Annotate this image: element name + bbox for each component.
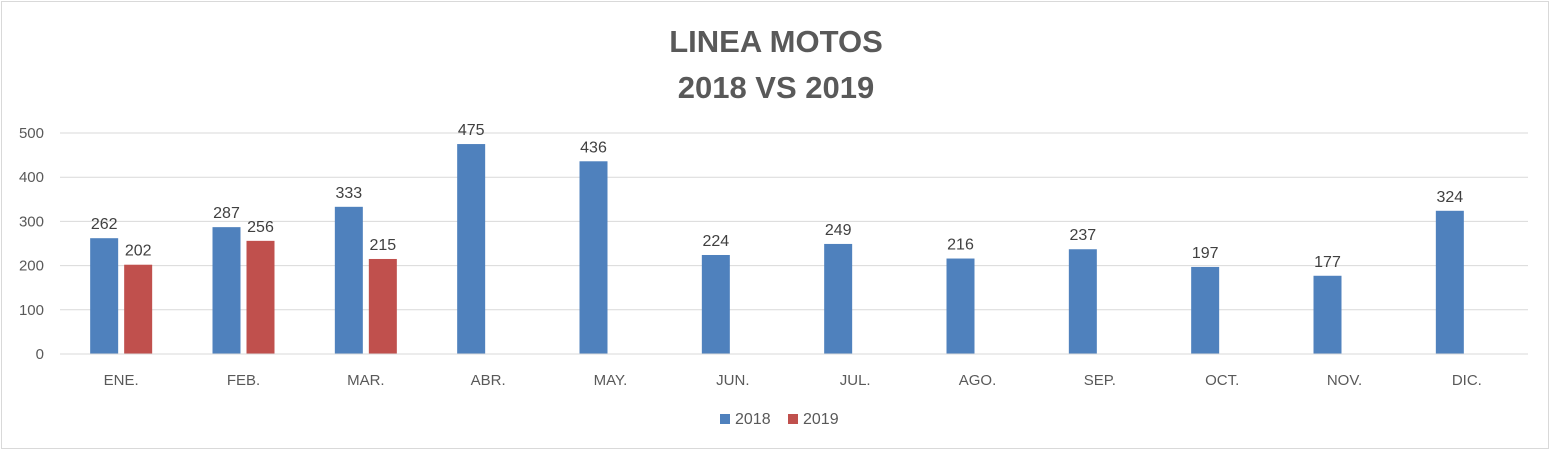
- x-tick-label: MAR.: [347, 372, 385, 389]
- x-tick-label: OCT.: [1205, 372, 1239, 389]
- bar-2018: [1068, 249, 1097, 354]
- bar-2019: [246, 240, 275, 354]
- x-tick-label: NOV.: [1327, 372, 1362, 389]
- data-label: 177: [1314, 254, 1341, 271]
- bar-2019: [368, 258, 397, 354]
- bar-2018: [1435, 210, 1464, 354]
- y-axis: 0 100 200 300 400 500: [19, 125, 44, 363]
- data-label: 216: [947, 237, 974, 254]
- data-label: 324: [1436, 189, 1463, 206]
- bars: [90, 144, 1464, 354]
- bar-2018: [579, 161, 608, 354]
- data-label: 333: [335, 185, 362, 202]
- y-tick-label: 400: [19, 169, 44, 186]
- data-label: 215: [369, 237, 396, 254]
- y-tick-label: 300: [19, 213, 44, 230]
- y-tick-label: 200: [19, 258, 44, 275]
- x-tick-label: DIC.: [1452, 372, 1482, 389]
- legend-swatch-2019: [788, 414, 798, 424]
- data-label: 197: [1192, 245, 1219, 262]
- bar-2018: [946, 258, 975, 354]
- data-label: 262: [91, 216, 118, 233]
- legend-swatch-2018: [720, 414, 730, 424]
- x-axis: ENE. FEB. MAR. ABR. MAY. JUN. JUL. AGO. SEP. OCT.…: [60, 353, 1528, 389]
- bar-2018: [1313, 275, 1342, 354]
- legend-label: 2018: [735, 411, 771, 428]
- x-tick-label: JUN.: [716, 372, 749, 389]
- data-label: 256: [247, 219, 274, 236]
- legend: 2018 2019: [720, 411, 839, 428]
- y-tick-label: 100: [19, 302, 44, 319]
- y-tick-label: 500: [19, 125, 44, 142]
- x-tick-label: ABR.: [471, 372, 506, 389]
- data-label: 224: [702, 233, 729, 250]
- bar-2018: [457, 144, 486, 354]
- x-tick-label: SEP.: [1084, 372, 1116, 389]
- bar-2018: [212, 227, 241, 354]
- data-label: 202: [125, 243, 152, 260]
- y-tick-label: 0: [36, 346, 44, 363]
- data-label: 287: [213, 205, 240, 222]
- bar-2018: [334, 206, 363, 354]
- chart-title-line-1: LINEA MOTOS: [669, 24, 883, 59]
- bar-2018: [1191, 266, 1220, 354]
- gridlines: [60, 132, 1528, 355]
- bar-2019: [124, 264, 153, 354]
- data-label: 436: [580, 139, 607, 156]
- data-label: 249: [825, 222, 852, 239]
- x-tick-label: FEB.: [227, 372, 260, 389]
- bar-2018: [701, 254, 730, 354]
- data-label: 237: [1069, 227, 1096, 244]
- chart-title-line-2: 2018 VS 2019: [678, 70, 875, 105]
- x-tick-label: AGO.: [959, 372, 997, 389]
- x-tick-label: ENE.: [104, 372, 139, 389]
- data-label: 475: [458, 122, 485, 139]
- bar-2018: [90, 238, 119, 354]
- chart-title: LINEA MOTOS 2018 VS 2019: [669, 24, 883, 105]
- bar-2018: [824, 243, 853, 354]
- x-tick-label: JUL.: [840, 372, 871, 389]
- x-tick-label: MAY.: [594, 372, 628, 389]
- legend-label: 2019: [803, 411, 839, 428]
- data-labels: 262 202 287 256 333 215 475 436 224 249 216 237 197 1…: [91, 122, 1463, 271]
